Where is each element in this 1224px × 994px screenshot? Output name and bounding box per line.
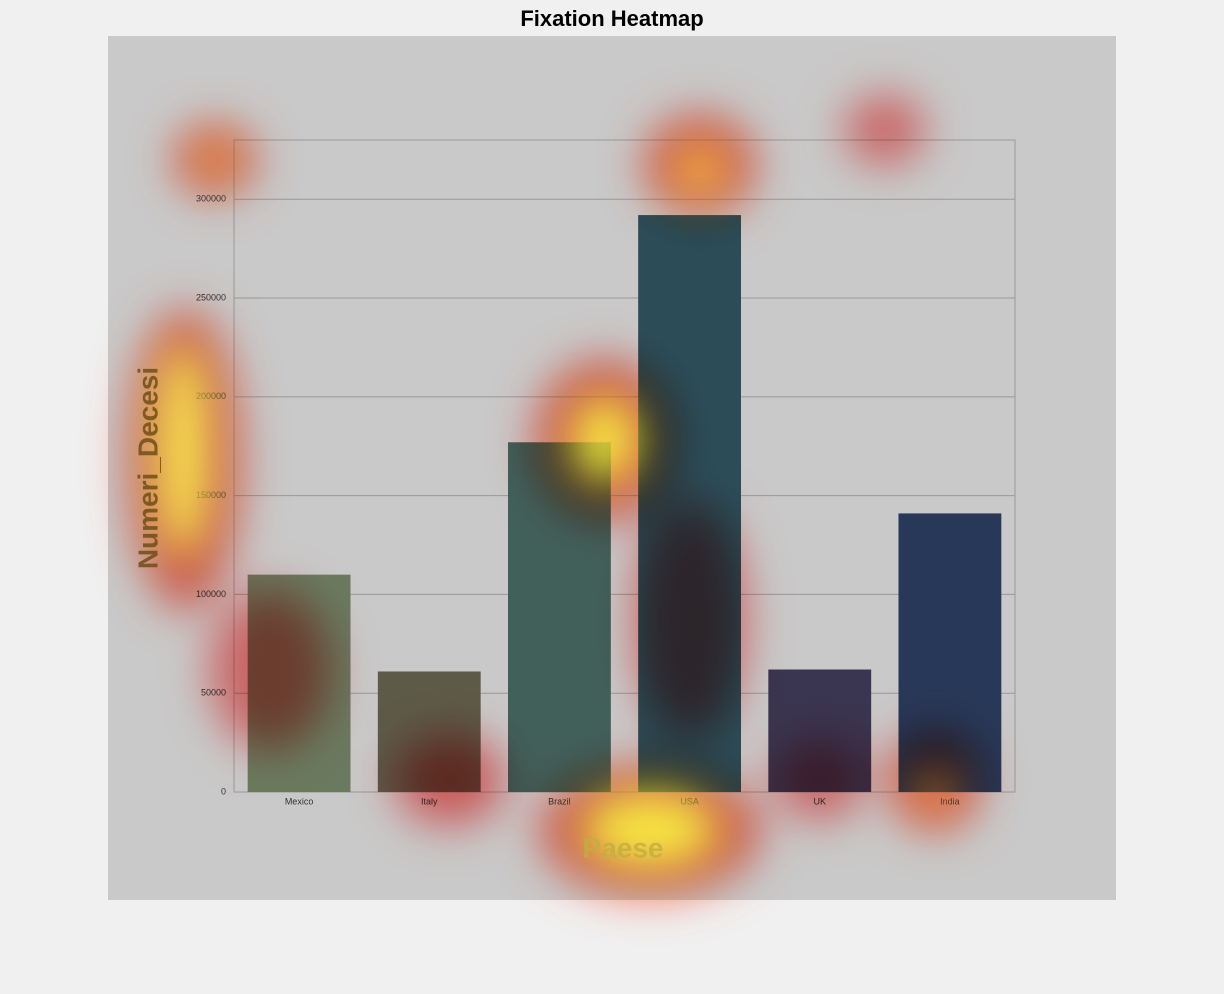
y-tick-label: 100000 bbox=[196, 589, 226, 599]
y-tick-label: 250000 bbox=[196, 292, 226, 302]
x-tick-label: Mexico bbox=[285, 796, 314, 806]
y-tick-label: 0 bbox=[221, 786, 226, 796]
x-axis-label: Paese bbox=[583, 832, 664, 863]
heatmap-hot bbox=[155, 144, 953, 870]
y-tick-label: 300000 bbox=[196, 194, 226, 204]
y-axis-label: Numeri_Decesi bbox=[132, 367, 163, 569]
page-title: Fixation Heatmap bbox=[520, 6, 703, 31]
